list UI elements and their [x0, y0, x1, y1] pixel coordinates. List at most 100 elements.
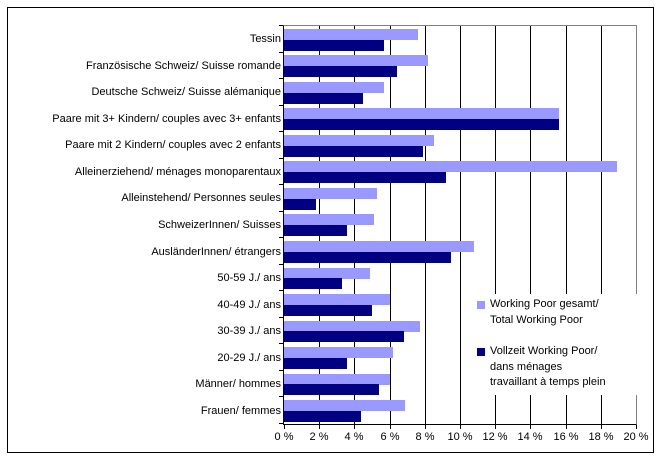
legend-label-line: Total Working Poor — [490, 313, 651, 329]
bar-vollzeit-6 — [284, 199, 316, 210]
x-tick-6 — [495, 425, 496, 429]
plot-area — [283, 25, 637, 425]
bar-total-2 — [284, 82, 384, 93]
y-tick-2 — [279, 78, 283, 79]
bar-total-0 — [284, 29, 418, 40]
bar-vollzeit-3 — [284, 119, 559, 130]
x-tick-7 — [530, 425, 531, 429]
y-tick-9 — [279, 264, 283, 265]
chart-outer-border — [7, 7, 654, 453]
gridline-4-percent — [354, 26, 355, 424]
y-tick-10 — [279, 290, 283, 291]
bar-vollzeit-11 — [284, 331, 404, 342]
bar-total-5 — [284, 161, 617, 172]
bar-total-11 — [284, 321, 420, 332]
x-tick-label-7: 14 % — [517, 431, 543, 443]
category-label-3: Paare mit 3+ Kindern/ couples avec 3+ en… — [52, 112, 281, 125]
x-tick-label-1: 2 % — [309, 431, 329, 443]
bar-total-7 — [284, 214, 374, 225]
category-label-7: SchweizerInnen/ Suisses — [158, 218, 281, 231]
bar-total-3 — [284, 108, 559, 119]
bar-total-1 — [284, 55, 428, 66]
legend-label-line: Vollzeit Working Poor/ — [477, 344, 651, 360]
x-tick-label-4: 8 % — [415, 431, 435, 443]
bar-total-8 — [284, 241, 474, 252]
legend-text: Working Poor gesamt/ — [490, 298, 599, 310]
x-tick-8 — [566, 425, 567, 429]
category-label-1: Französische Schweiz/ Suisse romande — [85, 59, 281, 72]
legend-text: Total Working Poor — [490, 313, 583, 326]
x-tick-9 — [601, 425, 602, 429]
category-label-2: Deutsche Schweiz/ Suisse alémanique — [91, 86, 281, 99]
chart-legend: Working Poor gesamt/Total Working Poor Vo… — [471, 294, 653, 395]
gridline-10-percent — [460, 26, 461, 424]
x-tick-1 — [319, 425, 320, 429]
gridline-14-percent — [530, 26, 531, 424]
legend-item-1: Vollzeit Working Poor/dans ménages travai… — [477, 344, 651, 391]
y-tick-4 — [279, 131, 283, 132]
legend-label-line: travaillant à temps plein — [490, 375, 651, 391]
bar-vollzeit-4 — [284, 146, 423, 157]
category-label-13: Männer/ hommes — [195, 378, 281, 391]
gridline-12-percent — [495, 26, 496, 424]
bar-vollzeit-5 — [284, 172, 446, 183]
y-tick-3 — [279, 105, 283, 106]
x-tick-label-10: 20 % — [623, 431, 649, 443]
gridline-18-percent — [601, 26, 602, 424]
legend-label-line: dans ménages — [490, 360, 651, 376]
legend-text: dans ménages — [490, 360, 563, 373]
gridline-6-percent — [390, 26, 391, 424]
x-tick-0 — [284, 425, 285, 429]
bar-vollzeit-2 — [284, 93, 363, 104]
bar-vollzeit-14 — [284, 411, 361, 422]
x-tick-10 — [636, 425, 637, 429]
legend-text: travaillant à temps plein — [490, 376, 606, 388]
x-tick-5 — [460, 425, 461, 429]
bar-total-4 — [284, 135, 434, 146]
legend-item-0: Working Poor gesamt/Total Working Poor — [477, 297, 651, 328]
bar-total-13 — [284, 374, 390, 385]
category-label-10: 40-49 J./ ans — [217, 298, 281, 311]
category-label-12: 20-29 J./ ans — [217, 351, 281, 364]
category-label-8: AusländerInnen/ étrangers — [151, 245, 281, 258]
category-label-0: Tessin — [249, 33, 281, 46]
y-tick-12 — [279, 343, 283, 344]
gridline-8-percent — [425, 26, 426, 424]
bar-vollzeit-12 — [284, 358, 347, 369]
category-label-9: 50-59 J./ ans — [217, 272, 281, 285]
bar-vollzeit-9 — [284, 278, 342, 289]
bar-vollzeit-0 — [284, 40, 384, 51]
x-tick-label-0: 0 % — [274, 431, 294, 443]
category-label-4: Paare mit 2 Kindern/ couples avec 2 enfa… — [65, 139, 281, 152]
y-tick-15 — [279, 423, 283, 424]
legend-swatch-icon — [477, 300, 485, 309]
x-tick-label-3: 6 % — [380, 431, 400, 443]
x-tick-label-9: 18 % — [588, 431, 614, 443]
bar-total-14 — [284, 400, 405, 411]
y-tick-14 — [279, 396, 283, 397]
y-tick-0 — [279, 25, 283, 26]
x-tick-label-2: 4 % — [344, 431, 364, 443]
y-tick-11 — [279, 317, 283, 318]
gridline-16-percent — [566, 26, 567, 424]
y-tick-13 — [279, 370, 283, 371]
legend-label-line: Working Poor gesamt/ — [477, 297, 651, 313]
y-tick-6 — [279, 184, 283, 185]
category-label-11: 30-39 J./ ans — [217, 325, 281, 338]
y-tick-5 — [279, 158, 283, 159]
bar-vollzeit-13 — [284, 384, 379, 395]
x-tick-label-5: 10 % — [447, 431, 473, 443]
x-tick-3 — [390, 425, 391, 429]
bar-vollzeit-10 — [284, 305, 372, 316]
bar-total-6 — [284, 188, 377, 199]
y-tick-8 — [279, 237, 283, 238]
x-tick-2 — [354, 425, 355, 429]
legend-swatch-icon — [477, 347, 485, 356]
category-label-5: Alleinerziehend/ ménages monoparentaux — [74, 165, 281, 178]
bar-total-9 — [284, 268, 370, 279]
bar-total-10 — [284, 294, 390, 305]
category-label-6: Alleinstehend/ Personnes seules — [121, 192, 281, 205]
bar-vollzeit-7 — [284, 225, 347, 236]
x-tick-4 — [425, 425, 426, 429]
y-tick-7 — [279, 211, 283, 212]
